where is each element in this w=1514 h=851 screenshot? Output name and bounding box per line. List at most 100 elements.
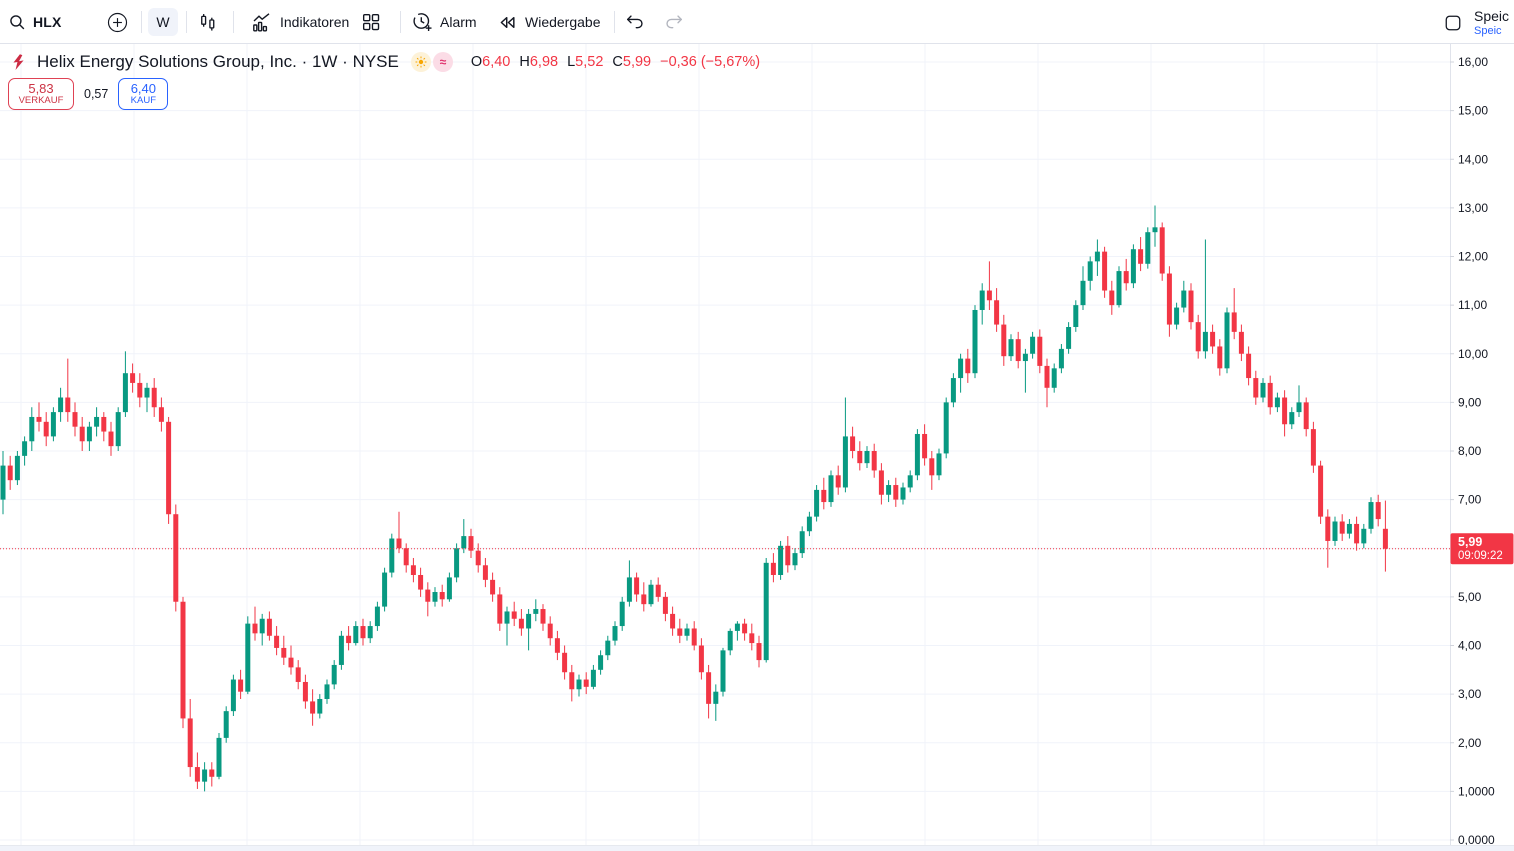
buy-button[interactable]: 6,40 KAUF (118, 78, 169, 110)
candle-body (965, 358, 971, 374)
candle-body (274, 635, 280, 648)
candle-body (1130, 249, 1136, 284)
candle-body (835, 475, 841, 488)
candle-body (1159, 227, 1165, 274)
candle-body (756, 643, 762, 661)
candle-body (958, 358, 964, 379)
candle-body (1094, 251, 1100, 262)
candle-body (223, 711, 229, 738)
indicators-icon (250, 10, 274, 34)
candle-body (713, 691, 719, 704)
price-axis-label: 7,00 (1458, 493, 1482, 507)
candle-body (187, 718, 193, 768)
candle-body (14, 455, 20, 481)
toolbar-separator (141, 11, 142, 33)
candle-body (166, 421, 172, 515)
candle-body (158, 407, 164, 422)
playback-button[interactable]: Wiedergabe (496, 0, 601, 44)
candle-body (662, 596, 668, 614)
candle-body (893, 485, 899, 500)
compare-add-button[interactable] (106, 0, 129, 44)
candle-body (742, 623, 748, 634)
candle-body (1102, 251, 1108, 291)
candle-body (979, 290, 985, 310)
symbol-search-button[interactable]: HLX (8, 0, 62, 44)
candle-body (209, 769, 215, 777)
close-value: 5,99 (622, 54, 652, 70)
price-axis-label: 9,00 (1458, 395, 1482, 409)
sell-button[interactable]: 5,83 VERKAUF (8, 78, 74, 110)
candle-body (821, 489, 827, 503)
candle-body (706, 672, 712, 704)
candle-body (302, 681, 308, 702)
price-axis-label: 16,00 (1458, 55, 1488, 69)
candle-body (1375, 502, 1381, 520)
candle-body (950, 378, 956, 403)
candle-body (792, 553, 798, 566)
candle-body (1152, 227, 1158, 233)
grid-layout-icon (360, 11, 382, 33)
candle-body (972, 309, 978, 374)
open-key: O (470, 54, 483, 70)
candle-body (857, 451, 863, 464)
sell-price: 5,83 (28, 80, 54, 96)
candle-body (814, 489, 820, 517)
symbol-legend[interactable]: Helix Energy Solutions Group, Inc. · 1W … (8, 49, 760, 75)
symbol-title[interactable]: Helix Energy Solutions Group, Inc. · 1W … (37, 52, 399, 71)
layout-templates-button[interactable] (360, 0, 382, 44)
candle-body (432, 592, 438, 602)
candle-body (770, 562, 776, 575)
candle-body (1202, 331, 1208, 352)
candle-body (115, 412, 121, 447)
candle-body (1145, 232, 1151, 264)
price-axis[interactable]: 16,00 15,00 14,00 13,00 12,00 11,00 10,00 9,00 8… (1450, 44, 1495, 851)
candle-body (137, 382, 143, 398)
candle-body (1310, 429, 1316, 466)
interval-button[interactable]: W (148, 8, 178, 36)
candle-body (281, 647, 287, 658)
candle-body (641, 594, 647, 605)
candle-body (1188, 290, 1194, 323)
time-axis-strip[interactable] (0, 845, 1514, 851)
candle-body (655, 584, 661, 597)
chart-pane[interactable] (0, 44, 1450, 845)
candle-body (1001, 324, 1007, 357)
current-price-value: 5,99 (1458, 535, 1482, 549)
candle-body (1339, 521, 1345, 534)
save-icon (1444, 14, 1462, 32)
candle-body (65, 397, 71, 413)
candle-body (94, 416, 100, 427)
helix-logo-icon (8, 52, 29, 73)
candle-body (1224, 312, 1230, 369)
sun-badge-icon[interactable] (410, 52, 431, 72)
candle-body (850, 436, 856, 451)
candle-body (878, 470, 884, 495)
candle-body (1382, 528, 1388, 549)
candle-body (446, 577, 452, 600)
redo-button[interactable] (663, 0, 685, 44)
ohlc-readout: O6,40 H6,98 L5,52 C5,99 −0,36 (−5,67%) (471, 54, 760, 70)
candle-body (511, 611, 517, 619)
candle-body (454, 548, 460, 578)
approx-badge-icon[interactable]: ≈ (432, 52, 453, 72)
candle-body (727, 630, 733, 651)
undo-button[interactable] (624, 0, 646, 44)
plus-circle-icon (106, 11, 129, 34)
indicators-button[interactable]: Indikatoren (250, 0, 349, 44)
candle-body (130, 373, 136, 383)
candle-body (1318, 465, 1324, 517)
alarm-button[interactable]: Alarm (410, 0, 477, 44)
chart-style-button[interactable] (196, 0, 219, 44)
candle-body (439, 592, 445, 600)
save-label: Speic (1474, 8, 1510, 24)
candle-body (482, 565, 488, 580)
candle-body (943, 402, 949, 454)
save-sublabel: Speic (1474, 25, 1502, 37)
candle-body (238, 679, 244, 692)
candle-body (1368, 502, 1374, 529)
candle-body (799, 531, 805, 554)
top-toolbar: HLX W (0, 0, 1514, 44)
candle-body (1289, 412, 1295, 425)
save-layout-button[interactable]: Speic Speic (1444, 0, 1514, 44)
